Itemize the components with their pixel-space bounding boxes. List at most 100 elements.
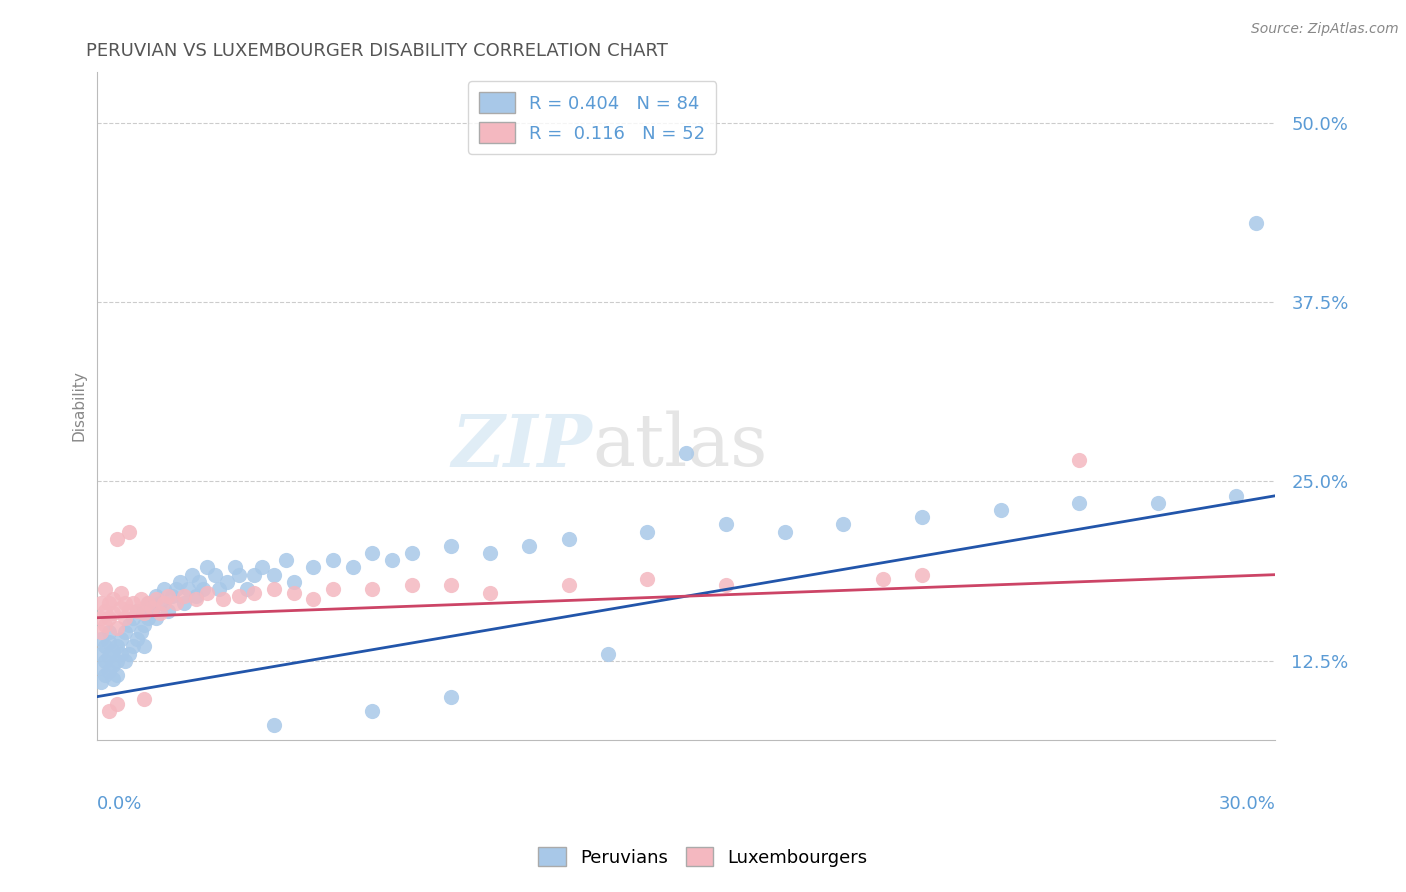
Point [342, 560, 364, 574]
Point [990, 503, 1012, 517]
Point [773, 524, 796, 539]
Text: 0.0%: 0.0% [97, 795, 143, 813]
Point [138, 596, 160, 610]
Point [911, 567, 934, 582]
Point [101, 607, 124, 621]
Point [169, 574, 191, 589]
Point [302, 592, 325, 607]
Point [145, 589, 167, 603]
Point [90, 661, 112, 675]
Point [263, 567, 285, 582]
Text: ZIP: ZIP [451, 410, 592, 482]
Point [105, 532, 128, 546]
Point [153, 596, 176, 610]
Point [98, 596, 121, 610]
Point [361, 546, 384, 560]
Point [114, 654, 136, 668]
Point [121, 640, 143, 654]
Text: Source: ZipAtlas.com: Source: ZipAtlas.com [1251, 22, 1399, 37]
Point [176, 582, 198, 596]
Point [105, 640, 128, 654]
Point [110, 586, 132, 600]
Point [101, 592, 124, 607]
Point [98, 704, 121, 718]
Point [479, 586, 502, 600]
Point [165, 596, 187, 610]
Point [195, 560, 218, 574]
Point [98, 610, 121, 624]
Point [105, 697, 128, 711]
Point [141, 600, 163, 615]
Point [149, 607, 172, 621]
Point [675, 445, 697, 459]
Point [94, 654, 117, 668]
Point [180, 567, 202, 582]
Point [215, 574, 238, 589]
Point [440, 577, 463, 591]
Legend: Peruvians, Luxembourgers: Peruvians, Luxembourgers [531, 840, 875, 874]
Point [479, 546, 502, 560]
Point [1225, 489, 1247, 503]
Point [157, 589, 180, 603]
Point [114, 610, 136, 624]
Point [195, 586, 218, 600]
Point [134, 692, 156, 706]
Point [101, 643, 124, 657]
Point [832, 517, 855, 532]
Point [145, 592, 167, 607]
Point [1146, 496, 1168, 510]
Point [204, 567, 226, 582]
Point [98, 635, 121, 649]
Point [94, 668, 117, 682]
Point [636, 572, 658, 586]
Text: 30.0%: 30.0% [1219, 795, 1275, 813]
Point [110, 632, 132, 647]
Point [361, 582, 384, 596]
Point [94, 640, 117, 654]
Point [1244, 216, 1267, 230]
Point [94, 603, 117, 617]
Point [283, 574, 305, 589]
Point [361, 704, 384, 718]
Legend: R = 0.404   N = 84, R =  0.116   N = 52: R = 0.404 N = 84, R = 0.116 N = 52 [468, 81, 716, 153]
Point [381, 553, 404, 567]
Point [125, 632, 148, 647]
Point [401, 577, 423, 591]
Point [302, 560, 325, 574]
Point [274, 553, 297, 567]
Point [283, 586, 305, 600]
Point [90, 625, 112, 640]
Point [105, 668, 128, 682]
Point [208, 582, 231, 596]
Point [243, 567, 266, 582]
Point [160, 589, 183, 603]
Point [636, 524, 658, 539]
Point [90, 632, 112, 647]
Point [134, 618, 156, 632]
Point [263, 582, 285, 596]
Point [114, 596, 136, 610]
Point [235, 582, 257, 596]
Point [440, 539, 463, 553]
Point [401, 546, 423, 560]
Point [165, 582, 187, 596]
Point [129, 625, 152, 640]
Point [596, 647, 619, 661]
Point [125, 603, 148, 617]
Point [114, 625, 136, 640]
Point [557, 577, 579, 591]
Point [101, 658, 124, 673]
Point [105, 621, 128, 635]
Point [121, 610, 143, 624]
Point [911, 510, 934, 524]
Point [98, 625, 121, 640]
Point [145, 610, 167, 624]
Point [90, 596, 112, 610]
Point [118, 618, 141, 632]
Point [714, 577, 737, 591]
Point [184, 589, 207, 603]
Point [228, 567, 250, 582]
Point [188, 574, 211, 589]
Point [153, 582, 176, 596]
Point [224, 560, 246, 574]
